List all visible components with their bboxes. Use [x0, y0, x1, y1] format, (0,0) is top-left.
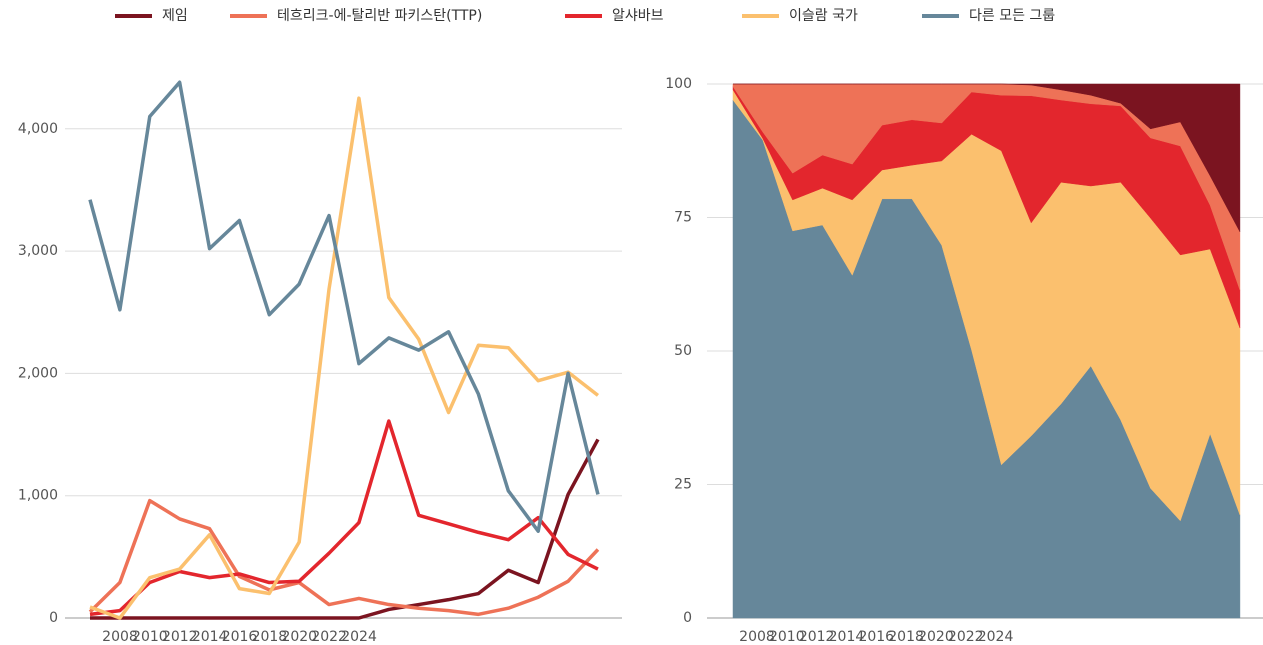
- legend-label: 이슬람 국가: [789, 8, 858, 24]
- line: [90, 438, 600, 620]
- y-tick-label: 100: [665, 76, 692, 92]
- y-tick-label: 1,000: [18, 488, 58, 504]
- x-tick-label: 2014: [829, 629, 865, 645]
- y-tick-label: 3,000: [18, 243, 58, 259]
- x-tick-label: 2020: [281, 629, 317, 645]
- x-tick-label: 2014: [192, 629, 228, 645]
- x-tick-label: 2018: [252, 629, 288, 645]
- x-tick-label: 2024: [341, 629, 377, 645]
- x-tick-label: 2010: [132, 629, 168, 645]
- x-tick-label: 2008: [739, 629, 775, 645]
- x-tick-label: 2022: [311, 629, 347, 645]
- x-tick-label: 2016: [858, 629, 894, 645]
- x-tick-label: 2018: [888, 629, 924, 645]
- legend-label: 다른 모든 그룹: [969, 8, 1055, 24]
- x-tick-label: 2012: [162, 629, 198, 645]
- area: [733, 83, 1241, 233]
- y-tick-label: 50: [674, 343, 692, 359]
- legend-label: 테흐리크-에-탈리반 파키스탄(TTP): [277, 8, 482, 24]
- plot: 0255075100200820102012201420162018202020…: [665, 76, 1263, 645]
- x-tick-label: 2022: [948, 629, 984, 645]
- y-tick-label: 25: [674, 477, 692, 493]
- y-tick-label: 0: [683, 610, 692, 626]
- y-tick-label: 75: [674, 210, 692, 226]
- legend-label: 알샤바브: [612, 8, 664, 24]
- x-tick-label: 2016: [222, 629, 258, 645]
- line: [88, 80, 600, 533]
- x-tick-label: 2008: [102, 629, 138, 645]
- y-tick-label: 2,000: [18, 365, 58, 381]
- x-tick-label: 2010: [769, 629, 805, 645]
- legend-label: 제임: [162, 8, 188, 24]
- x-tick-label: 2012: [799, 629, 835, 645]
- legend: 제임 테흐리크-에-탈리반 파키스탄(TTP) 알샤바브 이슬람 국가 다른 모든 그룹: [115, 8, 1055, 24]
- plot: 01,0002,0003,0004,0002008201020122014201…: [18, 80, 622, 645]
- line: [88, 498, 600, 617]
- x-tick-label: 2020: [918, 629, 954, 645]
- x-tick-label: 2024: [978, 629, 1014, 645]
- y-tick-label: 4,000: [18, 121, 58, 137]
- line: [89, 96, 600, 620]
- y-tick-label: 0: [49, 610, 58, 626]
- line: [89, 419, 599, 617]
